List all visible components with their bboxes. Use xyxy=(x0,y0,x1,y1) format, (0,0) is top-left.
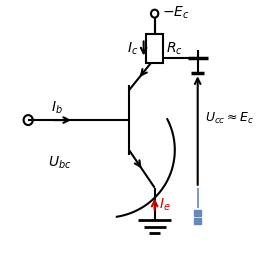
Text: $U_{cc}\approx E_c$: $U_{cc}\approx E_c$ xyxy=(205,110,254,126)
Text: $R_c$: $R_c$ xyxy=(166,40,183,57)
Text: $-E_c$: $-E_c$ xyxy=(162,5,190,21)
Text: $I_e$: $I_e$ xyxy=(159,196,171,213)
Bar xyxy=(194,210,201,215)
Bar xyxy=(146,34,163,63)
Bar xyxy=(194,218,201,224)
Text: $U_{bc}$: $U_{bc}$ xyxy=(48,155,72,171)
Text: $I_c$: $I_c$ xyxy=(127,40,139,57)
Text: $I_b$: $I_b$ xyxy=(51,100,63,116)
